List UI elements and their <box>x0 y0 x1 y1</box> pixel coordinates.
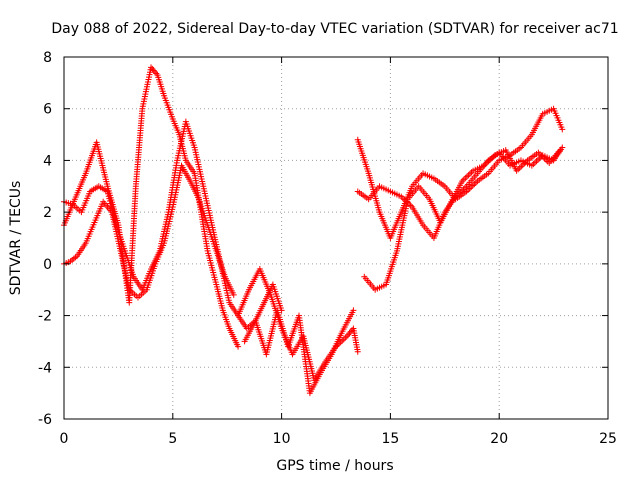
data-point <box>515 166 522 173</box>
y-axis-tick-labels: -6 -4 -2 0 2 4 6 8 <box>38 50 52 428</box>
data-point <box>235 343 242 350</box>
x-tick-label: 5 <box>168 431 177 447</box>
x-axis-tick-labels: 0 5 10 15 20 25 <box>60 431 617 447</box>
data-point <box>530 161 537 168</box>
axis-ticks <box>63 56 609 420</box>
chart-title: Day 088 of 2022, Sidereal Day-to-day VTE… <box>51 21 618 37</box>
x-tick-label: 10 <box>273 431 291 447</box>
y-tick-label: 2 <box>43 205 52 221</box>
data-point <box>463 173 470 180</box>
data-points <box>61 64 566 397</box>
series-trace-6 <box>354 105 566 241</box>
data-point <box>339 337 346 344</box>
y-tick-label: 8 <box>43 50 52 66</box>
grid-lines <box>64 57 608 419</box>
data-point <box>230 291 237 298</box>
plot-frame <box>63 56 609 420</box>
x-axis-label: GPS time / hours <box>276 458 393 474</box>
y-tick-label: -6 <box>38 412 52 428</box>
x-tick-label: 15 <box>381 431 399 447</box>
data-point <box>462 175 469 182</box>
data-point <box>350 307 357 314</box>
data-point <box>345 331 352 338</box>
data-point <box>347 328 354 335</box>
data-point <box>354 348 361 355</box>
y-tick-label: 0 <box>43 257 52 273</box>
y-tick-label: 6 <box>43 102 52 118</box>
y-tick-label: -2 <box>38 309 52 325</box>
series-trace-5 <box>241 307 357 397</box>
data-point <box>407 202 414 209</box>
x-tick-label: 0 <box>60 431 69 447</box>
series-trace-3 <box>61 162 237 301</box>
data-point <box>469 182 476 189</box>
y-axis-label: SDTVAR / TECUs <box>8 181 24 296</box>
data-point <box>557 147 564 154</box>
data-point <box>343 333 350 340</box>
y-tick-label: -4 <box>38 360 52 376</box>
data-point <box>559 126 566 133</box>
x-tick-label: 25 <box>599 431 617 447</box>
data-point <box>471 181 478 188</box>
x-tick-label: 20 <box>490 431 508 447</box>
y-tick-label: 4 <box>43 153 52 169</box>
data-point <box>533 158 540 165</box>
data-point <box>460 176 467 183</box>
series-trace-1 <box>61 64 242 350</box>
data-point <box>516 164 523 171</box>
data-point <box>466 170 473 177</box>
data-point <box>465 172 472 179</box>
series-trace-8 <box>361 147 564 293</box>
